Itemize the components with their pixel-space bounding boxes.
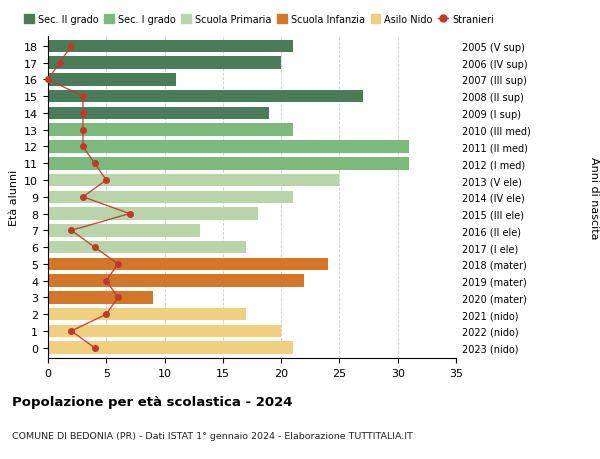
Point (78, 144, 88, 151)
Point (55, 60, 64, 67)
Text: COMUNE DI BEDONIA (PR) - Dati ISTAT 1° gennaio 2024 - Elaborazione TUTTITALIA.IT: COMUNE DI BEDONIA (PR) - Dati ISTAT 1° g… (12, 431, 413, 441)
Bar (48, 258, 328, 271)
Point (78, 110, 88, 118)
Bar (48, 91, 363, 103)
Point (113, 294, 123, 302)
Point (78, 194, 88, 201)
Bar (48, 308, 246, 321)
Point (67, 43, 76, 50)
Bar (48, 157, 409, 170)
Point (78, 93, 88, 101)
Bar (48, 241, 246, 254)
Legend: Sec. II grado, Sec. I grado, Scuola Primaria, Scuola Infanzia, Asilo Nido, Stran: Sec. II grado, Sec. I grado, Scuola Prim… (20, 11, 498, 28)
Point (43, 77, 53, 84)
Bar (48, 208, 258, 220)
Bar (48, 124, 293, 137)
Bar (48, 191, 293, 204)
Point (90, 344, 100, 352)
Text: Popolazione per età scolastica - 2024: Popolazione per età scolastica - 2024 (12, 395, 293, 408)
Bar (48, 325, 281, 337)
Bar (48, 224, 200, 237)
Point (78, 127, 88, 134)
Text: Anni di nascita: Anni di nascita (589, 156, 599, 239)
Bar (48, 141, 409, 153)
Bar (48, 74, 176, 86)
Point (101, 311, 111, 318)
Point (113, 261, 123, 268)
Point (101, 277, 111, 285)
Bar (48, 291, 153, 304)
Y-axis label: Età alunni: Età alunni (8, 169, 19, 225)
Point (67, 328, 76, 335)
Point (90, 160, 100, 168)
Bar (48, 341, 293, 354)
Point (101, 177, 111, 185)
Point (90, 244, 100, 251)
Bar (48, 40, 293, 53)
Point (67, 227, 76, 235)
Bar (48, 275, 304, 287)
Bar (48, 107, 269, 120)
Point (125, 210, 134, 218)
Bar (48, 174, 340, 187)
Bar (48, 57, 281, 70)
